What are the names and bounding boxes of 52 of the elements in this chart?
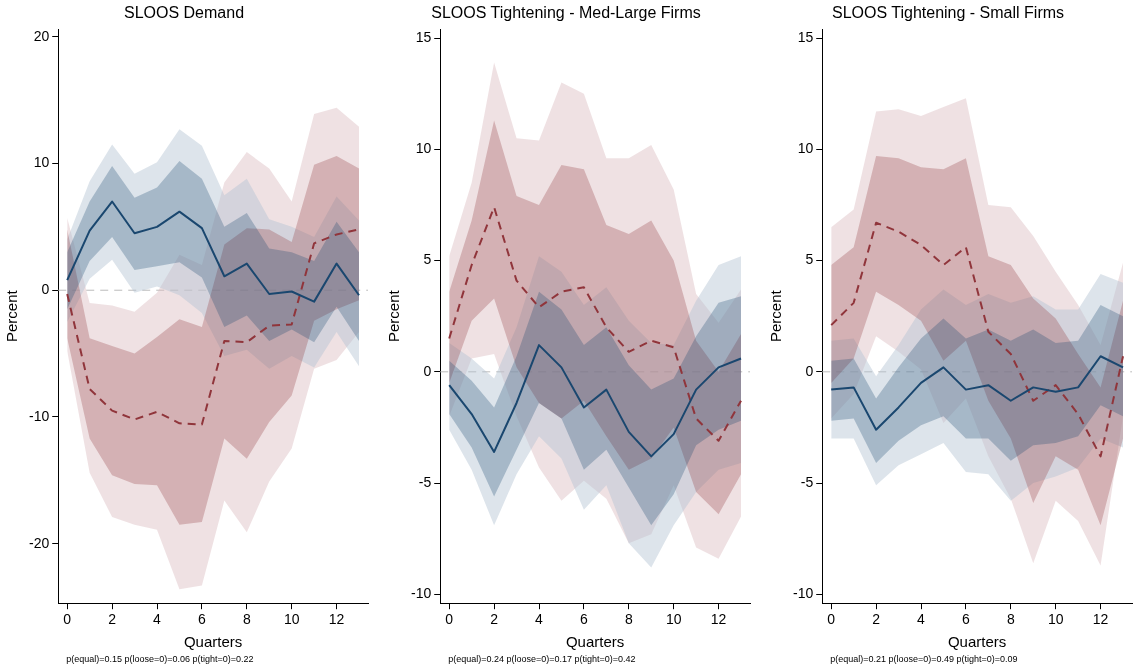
y-tick-label: 10 <box>797 140 814 157</box>
x-tick-label: 0 <box>63 611 72 628</box>
x-tick-label: 8 <box>624 611 633 628</box>
x-tick-label: 0 <box>445 611 454 628</box>
x-axis-title: Quarters <box>565 633 625 651</box>
y-tick-label: 0 <box>423 362 432 379</box>
x-tick-label: 8 <box>242 611 251 628</box>
x-tick-label: 12 <box>328 611 345 628</box>
x-tick-label: 10 <box>283 611 300 628</box>
x-axis-title: Quarters <box>947 633 1007 651</box>
y-tick-label: 0 <box>41 281 50 298</box>
x-tick-label: 2 <box>490 611 499 628</box>
y-axis-title: Percent <box>3 289 21 343</box>
y-tick-label: 10 <box>33 154 50 171</box>
y-tick-label: 0 <box>805 362 814 379</box>
x-tick-label: 4 <box>153 611 162 628</box>
x-tick-label: 2 <box>872 611 881 628</box>
x-tick-label: 6 <box>580 611 588 628</box>
x-tick-label: 6 <box>198 611 206 628</box>
y-axis-title: Percent <box>767 289 785 343</box>
chart-title: SLOOS Demand <box>123 4 245 22</box>
x-tick-label: 0 <box>827 611 836 628</box>
text: p(equal)=0.15 p(loose=0)=0.06 p(tight=0)=0.22 <box>66 653 254 664</box>
text: p(equal)=0.24 p(loose=0)=0.17 p(tight=0)=0.42 <box>448 653 636 664</box>
x-tick-label: 8 <box>1006 611 1015 628</box>
x-tick-label: 10 <box>665 611 682 628</box>
x-axis-title: Quarters <box>183 633 243 651</box>
x-tick-label: 12 <box>710 611 727 628</box>
chart-title: SLOOS Tightening - Small Firms <box>831 4 1065 22</box>
y-tick-label: -10 <box>411 585 432 602</box>
y-tick-label: 5 <box>805 251 814 268</box>
y-tick-label: -10 <box>793 585 814 602</box>
line-series <box>830 221 1125 458</box>
x-tick-label: 10 <box>1047 611 1064 628</box>
y-tick-label: 20 <box>33 27 50 44</box>
y-tick-label: -5 <box>418 473 432 490</box>
line-series <box>448 206 743 442</box>
y-tick-label: -20 <box>29 534 50 551</box>
y-tick-label: 5 <box>423 251 432 268</box>
chart-title: SLOOS Tightening - Med-Large Firms <box>431 4 701 22</box>
y-tick-label: 15 <box>797 28 814 45</box>
y-tick-label: 10 <box>415 140 432 157</box>
y-axis-title: Percent <box>385 289 403 343</box>
x-tick-label: 12 <box>1092 611 1109 628</box>
y-tick-label: -5 <box>800 473 814 490</box>
text: p(equal)=0.21 p(loose=0)=0.49 p(tight=0)=0.09 <box>830 653 1018 664</box>
x-tick-label: 4 <box>917 611 926 628</box>
y-tick-label: 15 <box>415 28 432 45</box>
x-tick-label: 2 <box>108 611 117 628</box>
x-tick-label: 4 <box>535 611 544 628</box>
x-tick-label: 6 <box>962 611 970 628</box>
y-tick-label: -10 <box>29 407 50 424</box>
